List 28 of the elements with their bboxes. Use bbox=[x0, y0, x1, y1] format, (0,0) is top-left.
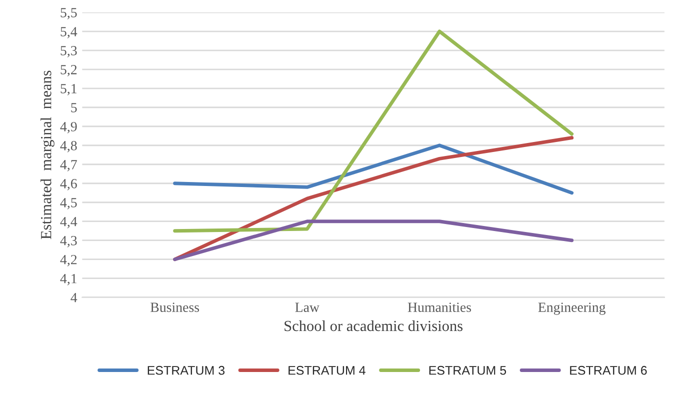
legend-label: ESTRATUM 5 bbox=[429, 366, 506, 375]
y-tick-label: 4,4 bbox=[60, 217, 78, 228]
y-tick-label: 4,1 bbox=[60, 274, 77, 286]
y-tick-label: 5,5 bbox=[60, 8, 77, 20]
y-tick-label: 4,2 bbox=[60, 254, 77, 266]
y-tick-label: 5,2 bbox=[60, 65, 77, 76]
y-tick-label: 5 bbox=[71, 103, 77, 112]
line-series bbox=[173, 144, 574, 195]
x-tick-label: Law bbox=[295, 302, 320, 312]
y-tick-label: 4,8 bbox=[60, 140, 77, 152]
legend-label: ESTRATUM 6 bbox=[570, 366, 647, 375]
y-tick-label: 4,3 bbox=[60, 236, 77, 248]
y-tick-label: 4,9 bbox=[60, 122, 77, 134]
y-tick-label: 4,5 bbox=[60, 198, 77, 210]
x-tick-label: Business bbox=[150, 302, 200, 312]
y-tick-label: 4,6 bbox=[60, 178, 77, 190]
x-axis-title: School or academic divisions bbox=[284, 320, 463, 332]
y-tick-label: 4 bbox=[70, 293, 78, 302]
x-tick-label: Humanities bbox=[408, 302, 472, 312]
y-tick-label: 5,4 bbox=[60, 27, 78, 38]
y-tick-label: 5,3 bbox=[60, 46, 77, 58]
line-series bbox=[173, 30, 574, 233]
y-axis-title: Estimated marginal means bbox=[40, 70, 54, 240]
legend-label: ESTRATUM 3 bbox=[148, 366, 225, 375]
y-tick-label: 4,7 bbox=[60, 160, 77, 172]
x-tick-label: Engineering bbox=[538, 302, 606, 315]
legend-label: ESTRATUM 4 bbox=[288, 366, 366, 375]
y-tick-label: 5,1 bbox=[60, 84, 77, 96]
